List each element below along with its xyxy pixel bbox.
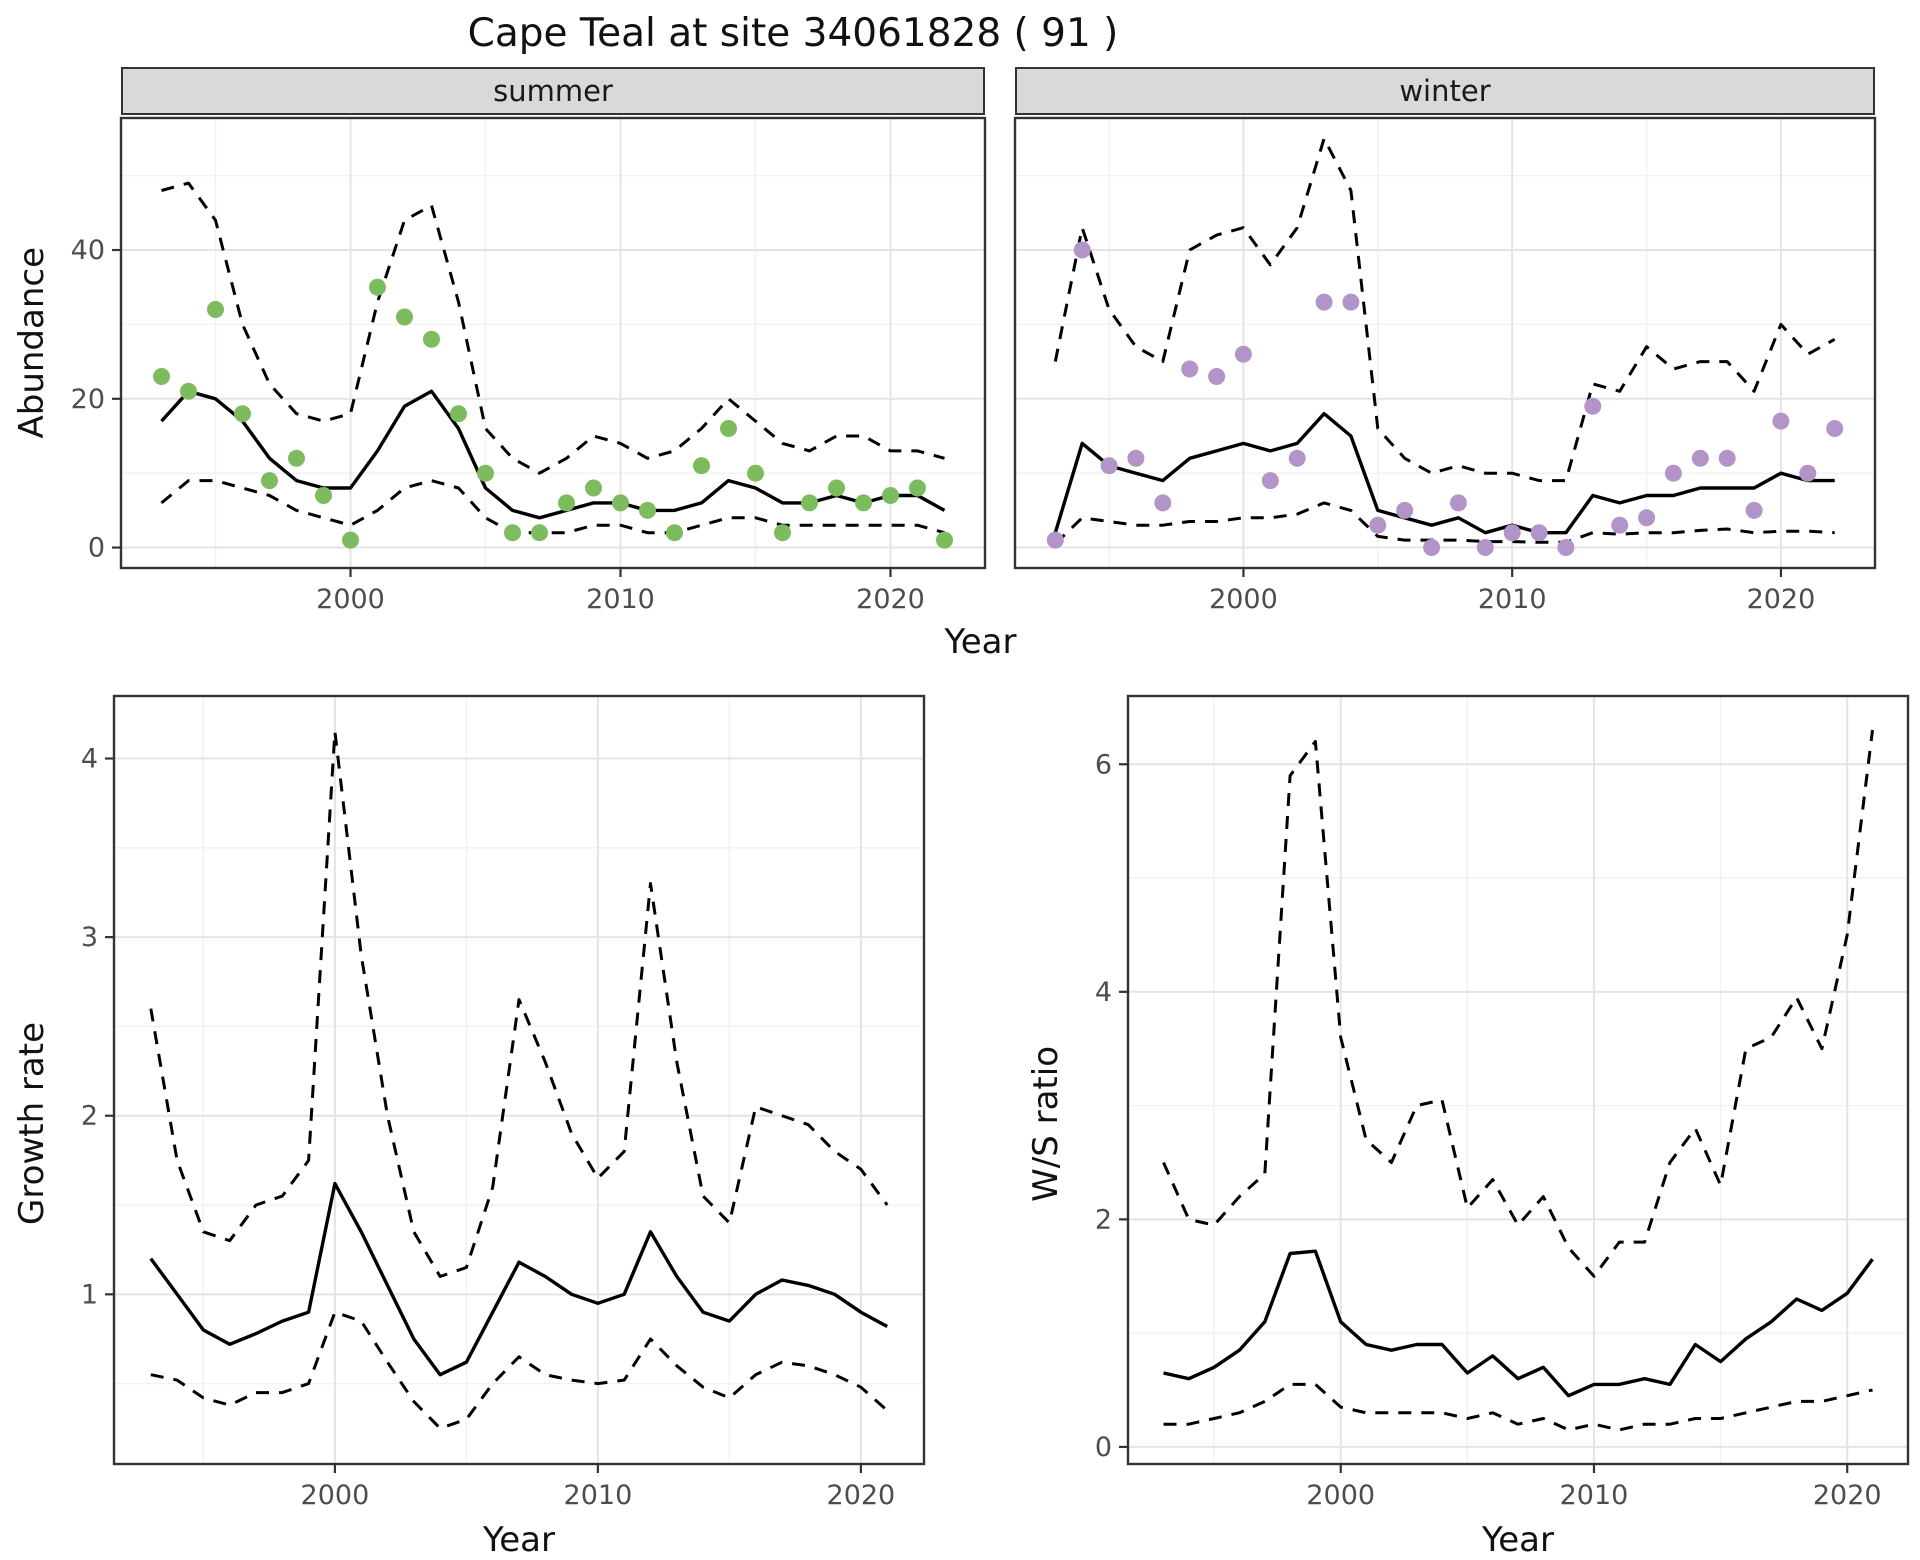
svg-text:6: 6 bbox=[1095, 749, 1112, 780]
ws-ratio-chart: 2000 2010 2020 0 2 4 6 bbox=[1095, 694, 1910, 1511]
svg-text:2: 2 bbox=[1095, 1204, 1112, 1235]
svg-text:2010: 2010 bbox=[586, 584, 655, 615]
svg-text:0: 0 bbox=[88, 532, 105, 563]
growth-rate-axis-title: Growth rate bbox=[12, 1022, 52, 1226]
facet-strip-summer: summer bbox=[121, 66, 985, 115]
svg-text:0: 0 bbox=[1095, 1432, 1112, 1463]
svg-text:2020: 2020 bbox=[1813, 1480, 1882, 1511]
ws-ratio-panel: W/S ratio 2000 2010 2020 0 2 4 6 Year bbox=[1022, 688, 1920, 1560]
svg-text:2000: 2000 bbox=[1306, 1480, 1375, 1511]
ws-ratio-axis-title: W/S ratio bbox=[1026, 1045, 1066, 1202]
abundance-summer-chart: 2000 2010 2020 0 20 40 bbox=[71, 116, 987, 615]
svg-text:4: 4 bbox=[81, 743, 98, 774]
svg-text:2010: 2010 bbox=[1478, 584, 1547, 615]
svg-text:2: 2 bbox=[81, 1100, 98, 1131]
facet-strip-winter-label: winter bbox=[1399, 73, 1491, 108]
ws-ratio-axis-title-wrap: W/S ratio bbox=[1022, 688, 1070, 1560]
top-x-axis-title: Year bbox=[944, 621, 1017, 662]
growth-rate-chart-wrap: 2000 2010 2020 1 2 3 4 Year bbox=[56, 688, 936, 1560]
svg-text:2020: 2020 bbox=[1747, 584, 1816, 615]
svg-text:2010: 2010 bbox=[1560, 1480, 1629, 1511]
svg-text:2010: 2010 bbox=[564, 1480, 633, 1511]
abundance-axis-title-wrap: Abundance bbox=[8, 67, 56, 620]
derived-metrics-row: Growth rate 2000 2010 2020 1 2 3 4 Year W/S ra… bbox=[8, 688, 1920, 1560]
ws-ratio-x-axis-title: Year bbox=[1482, 1519, 1554, 1560]
abundance-row: Abundance summer 2000 2010 2020 0 20 40 winte… bbox=[8, 66, 1920, 620]
svg-text:2000: 2000 bbox=[316, 584, 385, 615]
ws-ratio-chart-wrap: 2000 2010 2020 0 2 4 6 Year bbox=[1070, 688, 1920, 1560]
facet-summer: summer 2000 2010 2020 0 20 40 bbox=[56, 66, 991, 620]
svg-text:2000: 2000 bbox=[1209, 584, 1278, 615]
svg-text:2000: 2000 bbox=[301, 1480, 370, 1511]
growth-rate-x-axis-title: Year bbox=[483, 1519, 555, 1560]
panel-gap bbox=[936, 688, 1022, 1560]
facet-strip-summer-label: summer bbox=[493, 73, 613, 108]
svg-text:4: 4 bbox=[1095, 977, 1112, 1008]
svg-text:1: 1 bbox=[81, 1279, 98, 1310]
svg-text:2020: 2020 bbox=[827, 1480, 896, 1511]
svg-text:2020: 2020 bbox=[856, 584, 925, 615]
abundance-axis-title: Abundance bbox=[12, 247, 52, 439]
growth-rate-panel: Growth rate 2000 2010 2020 1 2 3 4 Year bbox=[8, 688, 936, 1560]
growth-rate-chart: 2000 2010 2020 1 2 3 4 bbox=[81, 694, 926, 1511]
svg-text:3: 3 bbox=[81, 922, 98, 953]
abundance-winter-chart: 2000 2010 2020 bbox=[1013, 116, 1877, 615]
figure-title: Cape Teal at site 34061828 ( 91 ) bbox=[467, 11, 1119, 56]
facet-winter: winter 2000 2010 2020 bbox=[1005, 66, 1885, 620]
facet-strip-winter: winter bbox=[1015, 66, 1875, 115]
svg-text:20: 20 bbox=[71, 384, 105, 415]
svg-text:40: 40 bbox=[71, 235, 105, 266]
growth-rate-axis-title-wrap: Growth rate bbox=[8, 688, 56, 1560]
